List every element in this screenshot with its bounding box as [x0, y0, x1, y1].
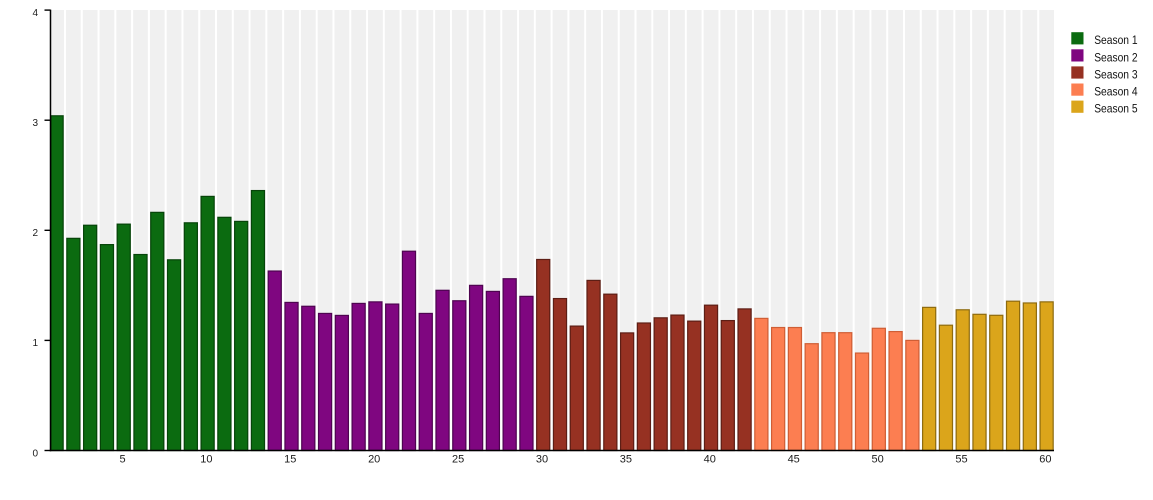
svg-text:Season 5: Season 5 [1094, 102, 1137, 116]
svg-text:Season 1: Season 1 [1094, 33, 1137, 47]
svg-text:25: 25 [452, 454, 464, 466]
svg-text:45: 45 [788, 454, 800, 466]
svg-text:5: 5 [119, 454, 125, 466]
svg-text:Season 4: Season 4 [1094, 85, 1137, 99]
svg-text:0: 0 [32, 448, 38, 459]
svg-text:35: 35 [620, 454, 632, 466]
svg-text:2: 2 [32, 228, 38, 239]
svg-text:1: 1 [32, 338, 38, 349]
svg-text:40: 40 [704, 454, 716, 466]
svg-text:Season 3: Season 3 [1094, 67, 1137, 81]
svg-text:30: 30 [536, 454, 548, 466]
svg-text:20: 20 [368, 454, 380, 466]
svg-text:Season 2: Season 2 [1094, 50, 1137, 64]
svg-text:4: 4 [32, 8, 38, 19]
svg-text:10: 10 [200, 454, 212, 466]
svg-text:3: 3 [32, 118, 38, 129]
svg-text:55: 55 [955, 454, 967, 466]
svg-text:60: 60 [1039, 454, 1051, 466]
svg-text:15: 15 [284, 454, 296, 466]
svg-text:50: 50 [871, 454, 883, 466]
